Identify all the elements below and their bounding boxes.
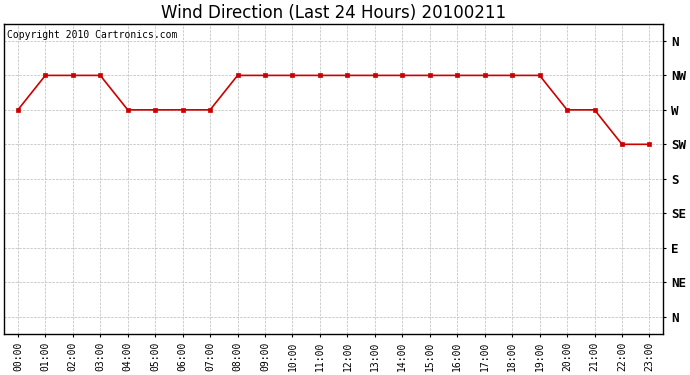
- Text: Copyright 2010 Cartronics.com: Copyright 2010 Cartronics.com: [8, 30, 178, 40]
- Title: Wind Direction (Last 24 Hours) 20100211: Wind Direction (Last 24 Hours) 20100211: [161, 4, 506, 22]
